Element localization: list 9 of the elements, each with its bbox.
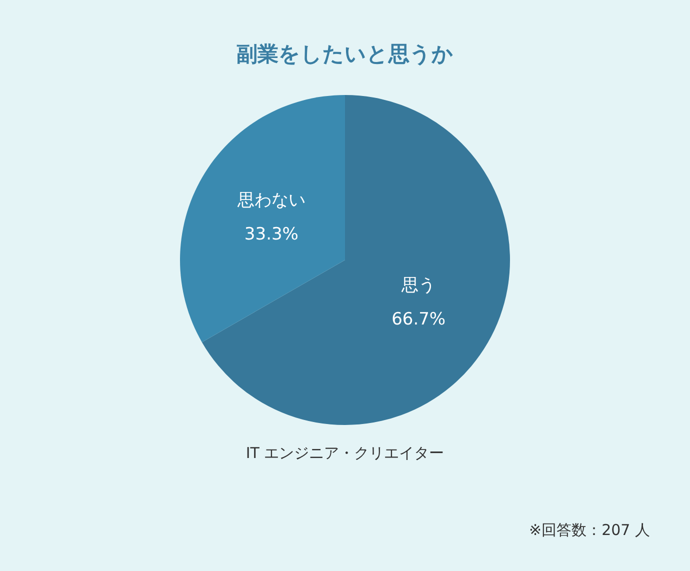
text: ※回答数：207 人 <box>529 521 650 539</box>
data-label: 66.7% <box>392 310 446 330</box>
pie-slice <box>202 95 510 425</box>
slice-label: 思わない <box>236 190 306 210</box>
data-label: 33.3% <box>244 224 298 244</box>
chart-title: 副業をしたいと思うか <box>236 42 454 66</box>
pie-slice <box>180 95 345 342</box>
text: IT エンジニア・クリエイター <box>246 444 444 462</box>
slice-label: 思う <box>400 276 436 296</box>
